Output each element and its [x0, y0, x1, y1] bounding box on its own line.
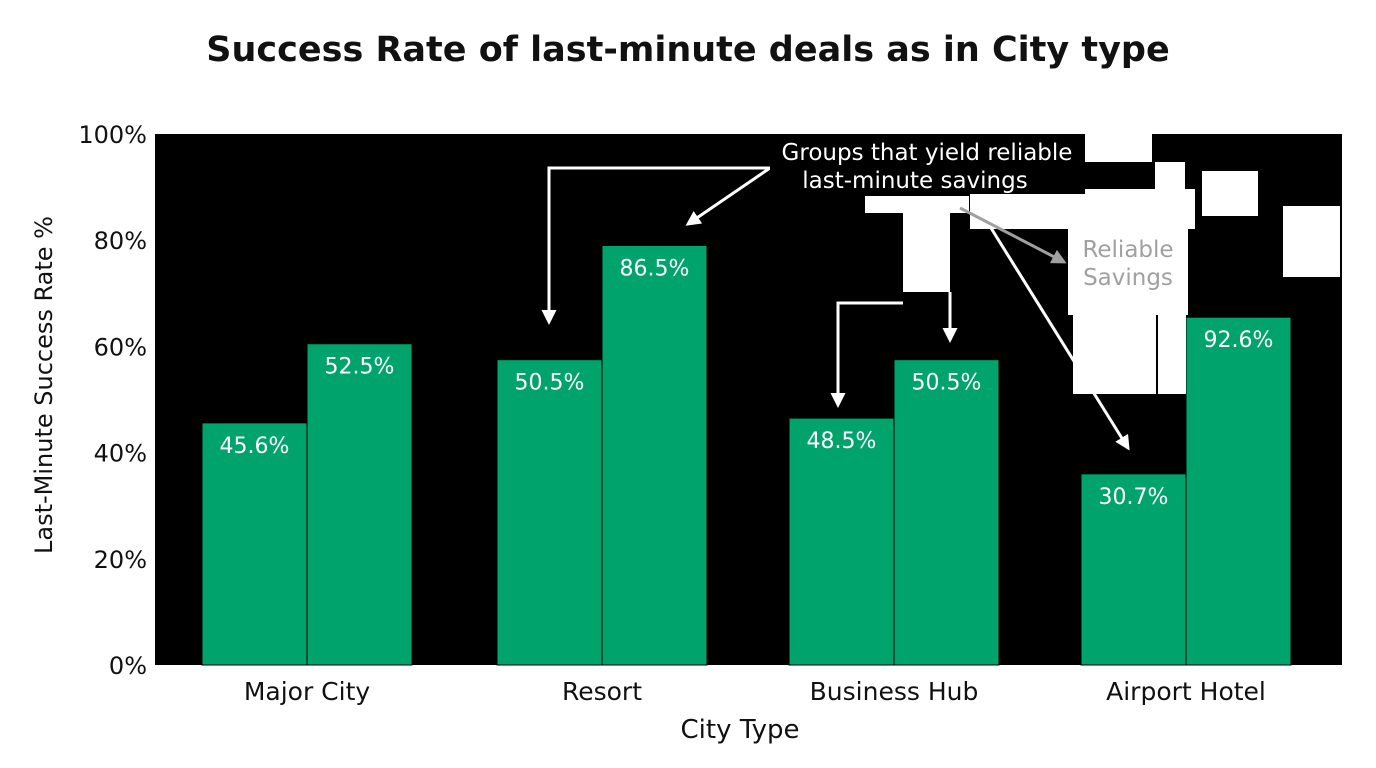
annotation-label-line-2: Savings	[1083, 265, 1173, 291]
x-axis-label: City Type	[681, 715, 800, 745]
x-tick-label: Major City	[244, 677, 371, 706]
bar	[893, 359, 1000, 666]
bar	[1080, 473, 1187, 666]
annotation-patch	[1068, 229, 1188, 315]
annotation-callout: Groups that yield reliable last-minute s…	[770, 136, 1085, 194]
x-axis-ticks: Major City Resort Business Hub Airport Hote…	[244, 677, 1266, 706]
annotation-label: Reliable Savings	[1082, 237, 1173, 291]
bar	[201, 422, 308, 666]
annotation-label-line-1: Reliable	[1082, 237, 1173, 263]
y-tick-label: 60%	[94, 333, 147, 361]
y-tick-label: 40%	[94, 440, 147, 468]
bar-data-label: 45.6%	[220, 434, 290, 459]
annotation-arrow	[541, 166, 770, 325]
y-tick-label: 80%	[94, 227, 147, 255]
bar-data-label: 48.5%	[807, 429, 877, 454]
annotation-arrows	[541, 166, 1130, 451]
y-tick-label: 100%	[78, 121, 147, 149]
y-axis-ticks: 0% 20% 40% 60% 80% 100%	[78, 121, 147, 680]
annotation-callout-line-1: Groups that yield reliable	[782, 140, 1073, 166]
bar	[788, 417, 895, 666]
bar-data-label: 52.5%	[325, 355, 395, 380]
annotation-patch	[1085, 134, 1152, 162]
annotation-arrow	[959, 206, 1067, 264]
bar	[306, 343, 413, 666]
y-axis-label: Last-Minute Success Rate %	[30, 216, 58, 554]
y-tick-label: 0%	[109, 652, 147, 680]
data-labels-group: 45.6% 52.5% 50.5% 86.5% 48.5% 50.5% 30.7% 92.6%	[220, 257, 1274, 510]
bar-data-label: 30.7%	[1099, 485, 1169, 510]
bar-data-label: 92.6%	[1204, 328, 1274, 353]
y-tick-label: 20%	[94, 546, 147, 574]
bars-group	[201, 245, 1292, 666]
annotation-patch	[903, 206, 950, 292]
annotation-arrow	[685, 166, 771, 226]
bar-data-label: 86.5%	[620, 257, 690, 282]
annotation-arrow	[830, 301, 903, 408]
bar-data-label: 50.5%	[515, 371, 585, 396]
bar	[601, 245, 708, 666]
annotation-patch	[1283, 206, 1340, 277]
x-tick-label: Business Hub	[810, 677, 979, 706]
annotation-patch	[1202, 171, 1258, 216]
annotation-arrow	[989, 227, 1130, 451]
bar	[1185, 316, 1292, 666]
annotation-callout-line-2: last-minute savings	[802, 168, 1027, 194]
chart-title: Success Rate of last-minute deals as in …	[206, 30, 1170, 70]
annotation-callout-background	[770, 136, 1085, 194]
x-tick-label: Airport Hotel	[1106, 677, 1266, 706]
bar-data-label: 50.5%	[912, 371, 982, 396]
annotation-patch	[970, 189, 1195, 229]
bar	[496, 359, 603, 666]
x-tick-label: Resort	[562, 677, 642, 706]
annotation-overlay	[865, 134, 1340, 394]
annotation-patch	[1073, 310, 1186, 394]
